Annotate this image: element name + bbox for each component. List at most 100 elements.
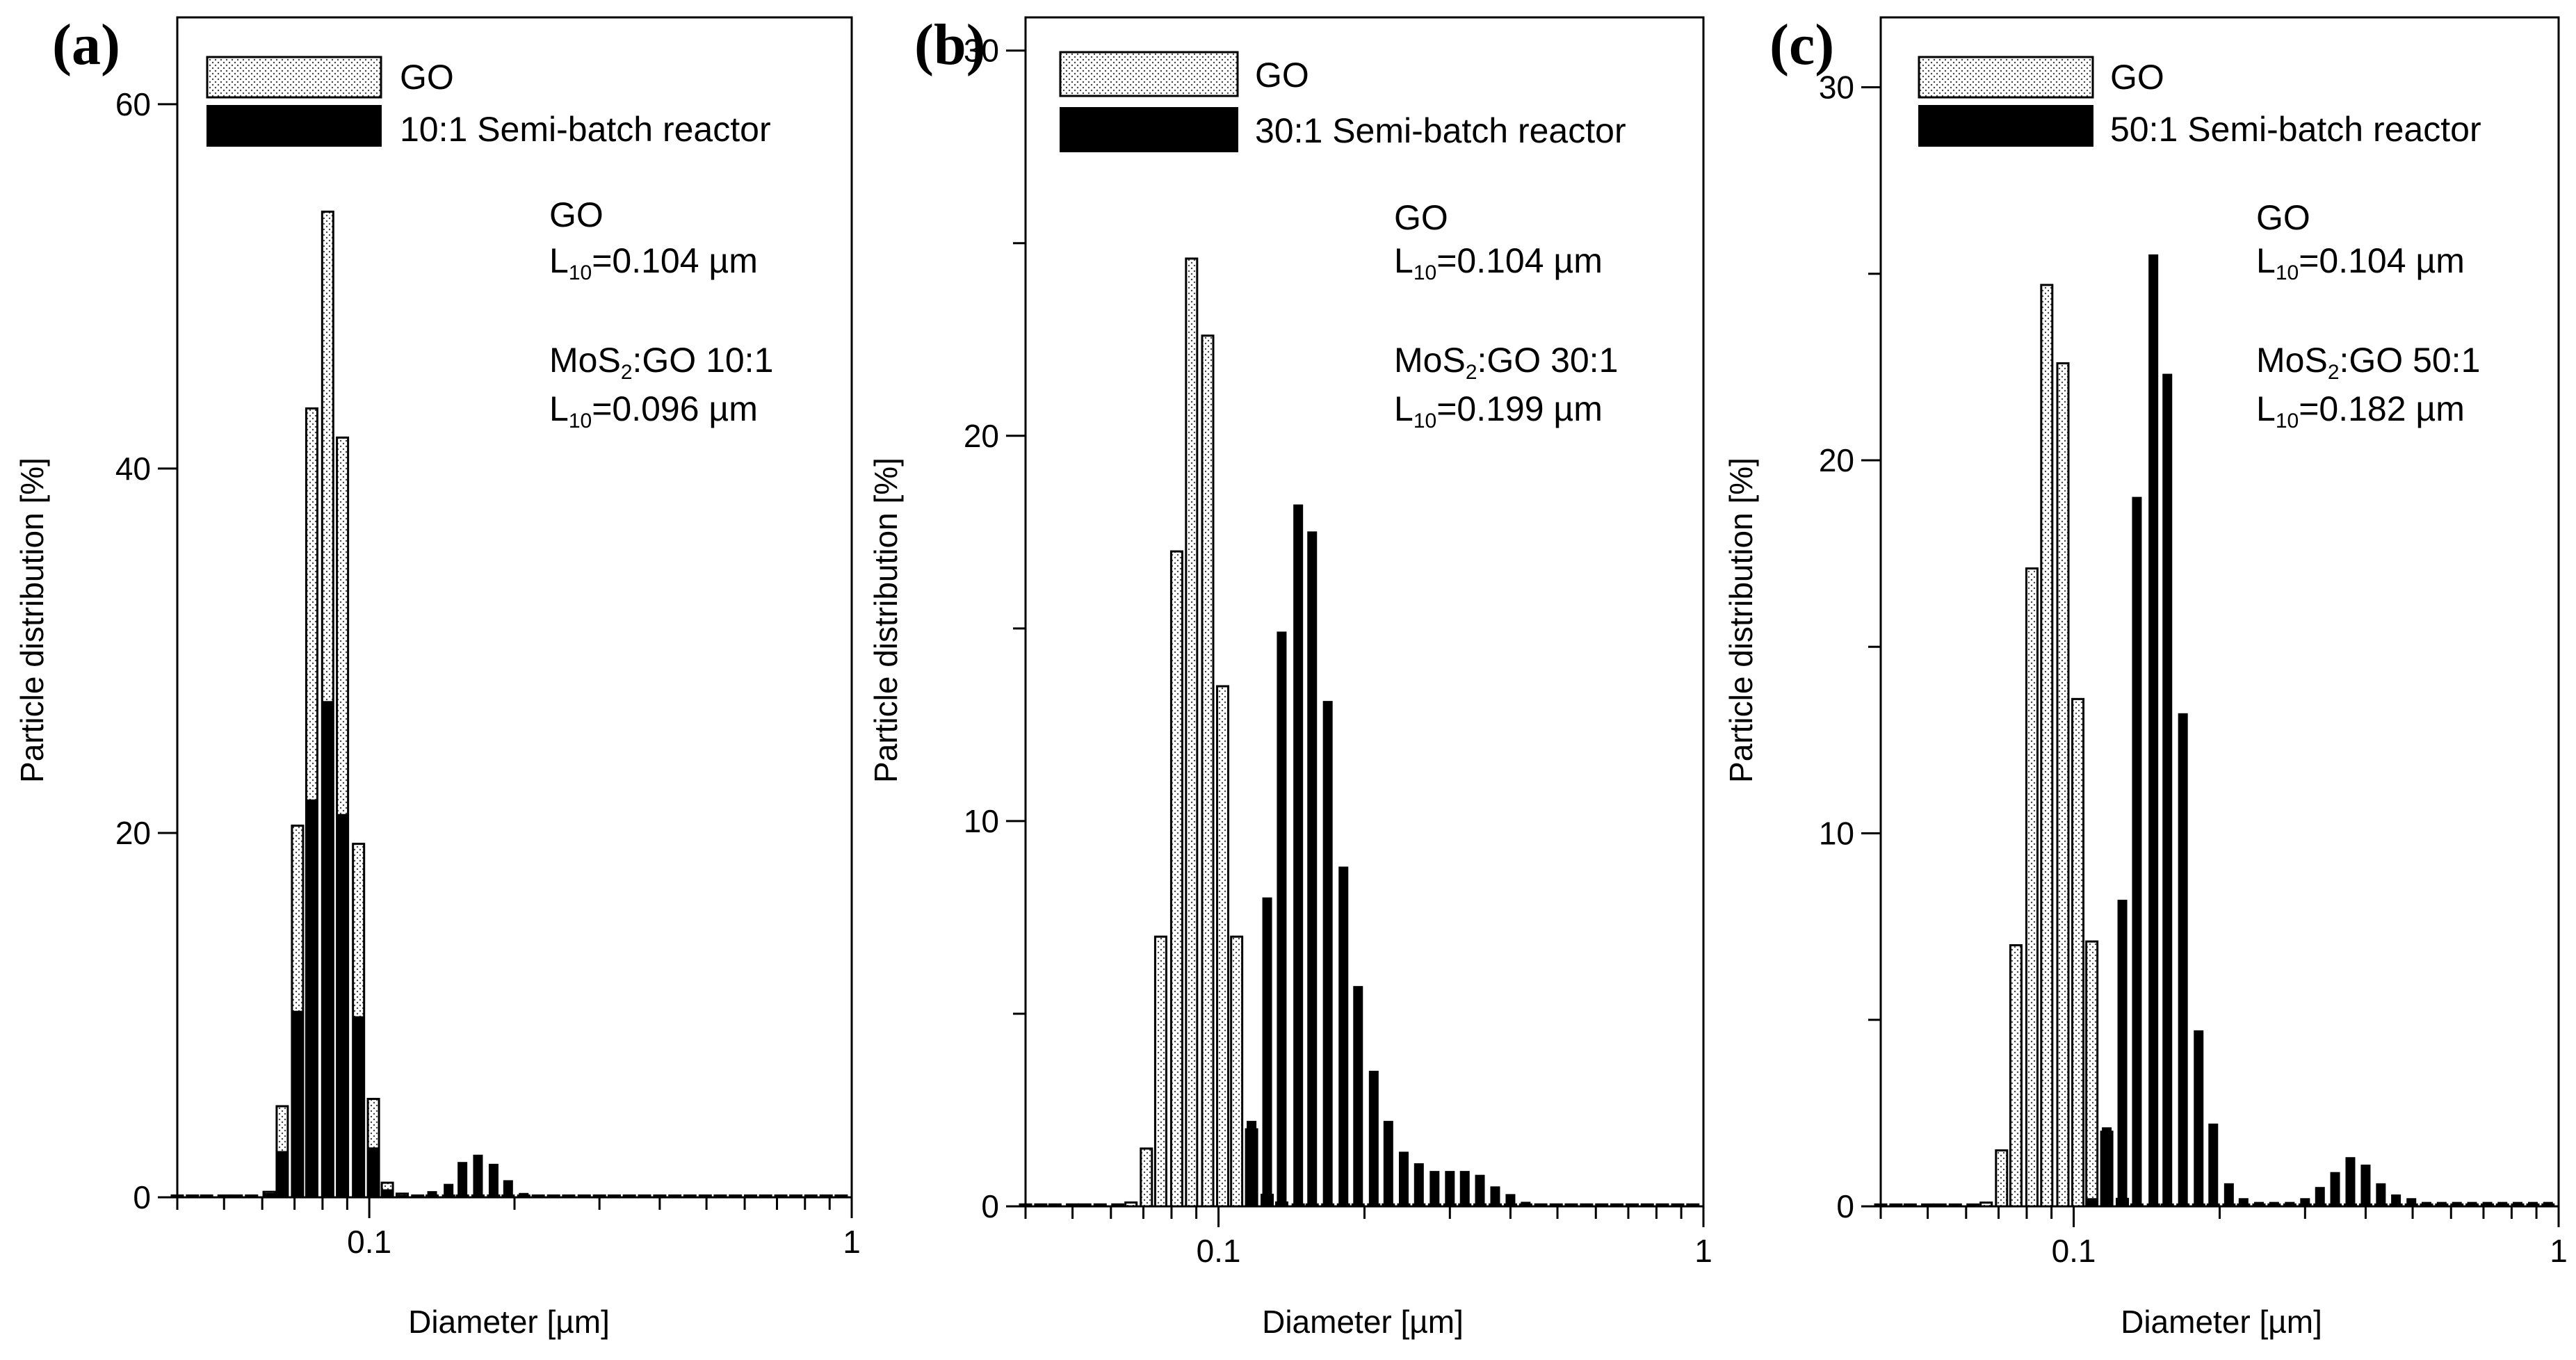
bar-semibatch [2421, 1201, 2431, 1207]
bar-semibatch [1262, 897, 1272, 1207]
bar-semibatch [2543, 1201, 2553, 1207]
bar-semibatch [1247, 1121, 1257, 1208]
bar-semibatch [1490, 1186, 1500, 1207]
bar-semibatch [1657, 1204, 1667, 1207]
bar-semibatch [2117, 900, 2128, 1207]
bar-semibatch [2194, 1030, 2204, 1208]
plot-frame [1024, 16, 1705, 1208]
bar-semibatch [2391, 1194, 2401, 1208]
bar-go [1979, 1201, 1993, 1208]
bar-semibatch [2345, 1157, 2356, 1208]
x-tick-label: 0.1 [2052, 1233, 2096, 1269]
plot-frame [1879, 16, 2560, 1208]
bar-go [2025, 567, 2039, 1208]
bar-go [592, 1194, 606, 1199]
bar-go [743, 1194, 757, 1199]
bar-semibatch [1521, 1201, 1531, 1207]
y-tick-label: 10 [1819, 815, 1854, 851]
legend: GO 10:1 Semi-batch reactor [206, 56, 771, 149]
bar-semibatch [2452, 1201, 2462, 1207]
legend-swatch-semibatch [206, 105, 382, 147]
bar-semibatch [2436, 1201, 2447, 1207]
bar-semibatch [2132, 496, 2142, 1207]
legend: GO 30:1 Semi-batch reactor [1059, 51, 1626, 152]
bar-semibatch [1398, 1151, 1409, 1208]
bar-semibatch [1277, 631, 1287, 1207]
legend-swatch-semibatch [1060, 107, 1238, 152]
bar-semibatch [292, 1010, 302, 1199]
bar-go [546, 1194, 560, 1199]
bar-semibatch [1551, 1204, 1562, 1207]
bar-go [1066, 1203, 1080, 1208]
bar-go [1889, 1203, 1903, 1208]
bar-go [698, 1194, 712, 1199]
legend-swatch-go [1059, 51, 1239, 97]
bar-semibatch [1581, 1204, 1591, 1207]
bar-semibatch [473, 1154, 483, 1198]
anno-mos-l10: L10=0.199 µm [1394, 389, 1603, 432]
bar-semibatch [444, 1183, 454, 1199]
bar-semibatch [1322, 701, 1333, 1207]
bar-go [1140, 1147, 1153, 1208]
x-tick-label: 1 [843, 1224, 861, 1260]
bar-semibatch [1642, 1204, 1653, 1207]
bar-semibatch [1536, 1204, 1546, 1207]
y-tick-label: 20 [115, 815, 151, 851]
bar-semibatch [2148, 254, 2159, 1207]
bar-go [562, 1194, 576, 1199]
x-axis-title: Diameter [µm] [1262, 1304, 1464, 1340]
y-axis-title: Particle distribution [%] [1723, 458, 1759, 783]
bar-go [217, 1194, 231, 1199]
bar-semibatch [337, 813, 348, 1198]
bar-go [1921, 1203, 1935, 1208]
bar-semibatch [457, 1162, 468, 1199]
x-axis-title: Diameter [µm] [2121, 1304, 2322, 1340]
bar-semibatch [1429, 1171, 1440, 1207]
bar-semibatch [2253, 1201, 2264, 1207]
bar-go [819, 1194, 833, 1199]
bar-semibatch [2087, 1198, 2097, 1208]
bar-go [1966, 1203, 1980, 1208]
bar-go [1948, 1203, 1962, 1208]
panel-label: (a) [52, 13, 120, 77]
bar-semibatch [1627, 1204, 1637, 1207]
bar-semibatch [1596, 1204, 1607, 1207]
bar-go [200, 1194, 213, 1199]
bar-go [789, 1194, 803, 1199]
bar-semibatch [2162, 373, 2173, 1207]
bar-semibatch [519, 1192, 529, 1199]
bar-semibatch [2178, 713, 2188, 1208]
anno-mos-name: MoS2:GO 10:1 [549, 341, 773, 384]
bar-go [229, 1194, 243, 1199]
bar-semibatch [2376, 1183, 2386, 1208]
bar-semibatch [307, 799, 317, 1198]
panel-label: (b) [914, 13, 986, 77]
bar-semibatch [2467, 1201, 2477, 1207]
bar-semibatch [353, 1016, 364, 1199]
y-tick-label: 0 [133, 1179, 151, 1215]
bar-go [2056, 362, 2070, 1208]
bar-semibatch [1293, 504, 1304, 1207]
bar-semibatch [1445, 1171, 1455, 1207]
bar-semibatch [2208, 1123, 2219, 1208]
bar-semibatch [2527, 1201, 2538, 1207]
bar-semibatch [412, 1195, 423, 1198]
bar-go [186, 1194, 200, 1199]
anno-mos-l10: L10=0.096 µm [549, 389, 758, 432]
bar-semibatch [2482, 1201, 2493, 1207]
bar-semibatch [1505, 1194, 1516, 1208]
bar-go [170, 1194, 184, 1199]
bar-go [608, 1194, 622, 1199]
bar-semibatch [2315, 1187, 2325, 1207]
bar-go [2040, 284, 2054, 1208]
bar-go [1034, 1203, 1048, 1208]
bar-go [1995, 1149, 2009, 1208]
bar-semibatch [2330, 1172, 2340, 1207]
y-tick-label: 20 [964, 418, 999, 454]
legend-swatch-go [1918, 56, 2094, 99]
bar-semibatch [1475, 1174, 1485, 1207]
x-tick-label: 0.1 [347, 1224, 391, 1260]
bar-go [834, 1194, 848, 1199]
legend-label-semibatch: 50:1 Semi-batch reactor [2110, 110, 2481, 149]
